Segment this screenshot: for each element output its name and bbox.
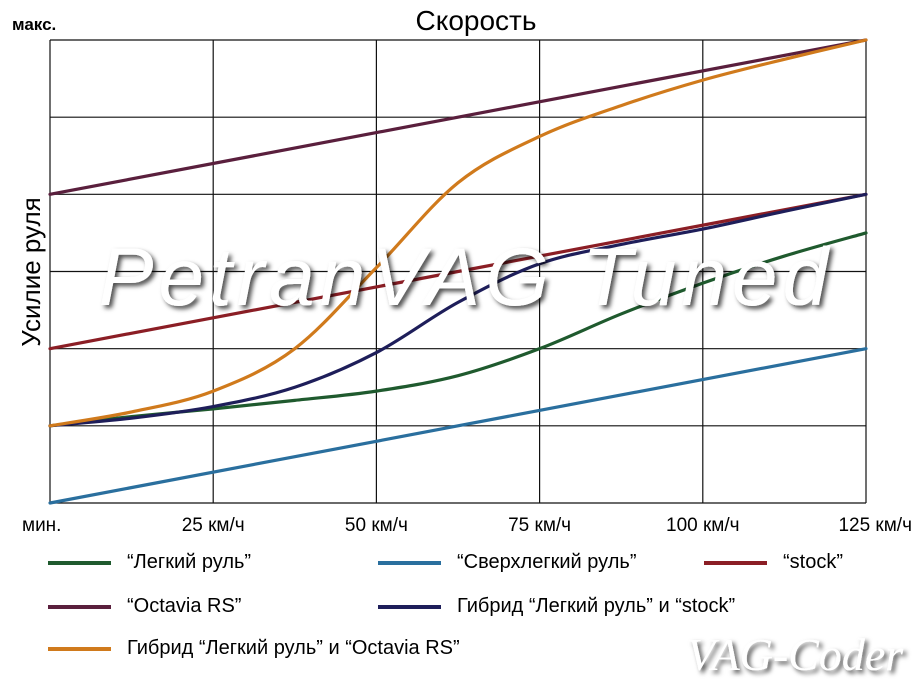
- x-tick-labels: мин. 25 км/ч 50 км/ч 75 км/ч 100 км/ч 125 км/…: [22, 515, 912, 536]
- series-lines: [48, 38, 868, 505]
- series-line: [48, 347, 868, 505]
- series-line: [48, 38, 868, 196]
- logo: VAG-Coder: [687, 629, 904, 680]
- x-tick-label: мин.: [22, 515, 61, 536]
- x-tick-label: 50 км/ч: [345, 515, 408, 536]
- x-tick-label: 100 км/ч: [666, 515, 740, 536]
- x-tick-label: 75 км/ч: [508, 515, 571, 536]
- y-top-label: макс.: [12, 15, 56, 34]
- series-line: [48, 192, 868, 428]
- chart-title: Скорость: [416, 5, 537, 36]
- watermark: PetranVAG Tuned: [99, 232, 833, 323]
- x-tick-label: 25 км/ч: [182, 515, 245, 536]
- series-line: [48, 38, 868, 428]
- y-axis-label: Усилие руля: [16, 197, 46, 347]
- x-tick-label: 125 км/ч: [838, 515, 912, 536]
